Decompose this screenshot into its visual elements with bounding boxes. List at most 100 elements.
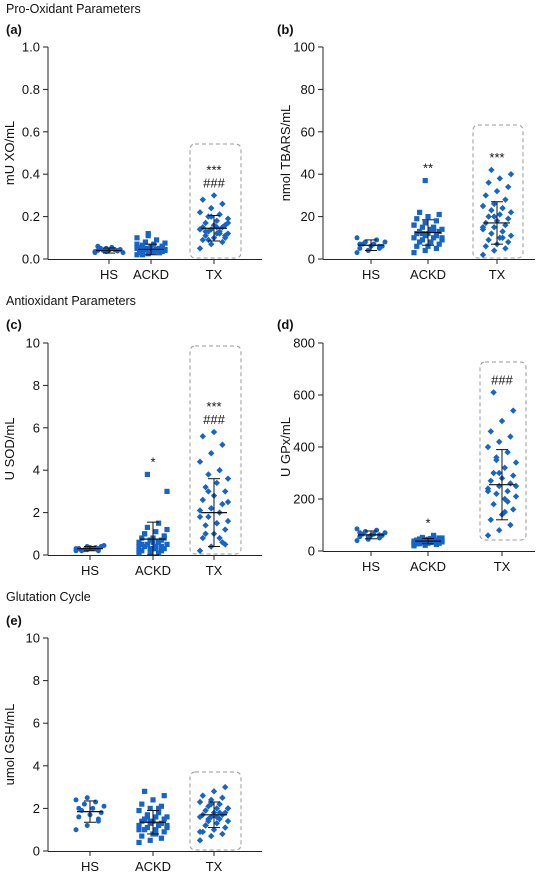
data-point [208, 813, 215, 821]
x-tick-label: HS [100, 267, 118, 282]
data-point [428, 226, 434, 232]
data-point [487, 477, 494, 484]
data-point [425, 243, 431, 249]
data-point [208, 832, 215, 840]
data-point [208, 796, 215, 804]
data-point [219, 238, 226, 246]
data-point [150, 797, 156, 803]
data-point [431, 235, 437, 241]
panel-label: (c) [6, 317, 22, 332]
data-point [161, 816, 167, 822]
data-point [496, 438, 503, 445]
data-point [504, 488, 511, 495]
data-point [208, 213, 215, 220]
data-point [205, 817, 212, 825]
data-point [224, 219, 232, 227]
x-tick-label: HS [362, 267, 380, 282]
y-tick-label: 4 [33, 758, 40, 773]
data-point [134, 235, 140, 241]
data-point [139, 541, 145, 547]
data-point [490, 501, 497, 508]
data-point [507, 521, 514, 529]
data-point [158, 548, 164, 554]
data-point [354, 235, 360, 241]
y-tick-label: 0.0 [22, 252, 40, 267]
section-title-glutation: Glutation Cycle [6, 590, 91, 604]
data-point [196, 547, 204, 554]
data-point [156, 250, 162, 256]
data-point [362, 529, 368, 534]
data-point [507, 232, 515, 239]
data-point [417, 239, 423, 245]
data-point [199, 236, 206, 244]
data-point [158, 820, 164, 826]
x-tick-label: ACKD [410, 267, 446, 282]
data-point [485, 213, 492, 220]
data-point [199, 792, 206, 799]
data-point [224, 517, 232, 525]
data-point [147, 550, 153, 556]
data-point [484, 443, 492, 451]
data-point [136, 543, 142, 550]
data-point [196, 245, 204, 252]
highlight-box [189, 345, 242, 555]
data-point [101, 542, 107, 548]
data-point [158, 543, 164, 550]
y-tick-label: 10 [26, 631, 40, 646]
data-point [196, 513, 204, 521]
data-point [224, 215, 232, 222]
data-point [140, 242, 146, 248]
data-point [158, 803, 164, 809]
data-point [411, 250, 417, 256]
data-point [136, 822, 142, 829]
data-point [419, 537, 425, 543]
data-point [164, 541, 170, 547]
data-point [202, 822, 209, 829]
data-point [164, 814, 170, 820]
data-point [436, 228, 442, 235]
data-point [414, 216, 420, 222]
data-point [422, 247, 428, 254]
data-point [417, 209, 423, 215]
y-axis-title: mU XO/mL [2, 121, 17, 185]
y-tick-label: 1.0 [22, 40, 40, 55]
data-point [139, 818, 145, 824]
data-point [196, 209, 204, 216]
y-tick-label: 0.6 [22, 124, 40, 139]
data-point [76, 814, 82, 820]
data-point [73, 797, 79, 803]
x-tick-label: HS [362, 559, 380, 574]
data-point [205, 236, 212, 244]
data-point [144, 814, 150, 820]
significance-marker: * [425, 515, 430, 530]
data-point [354, 250, 360, 256]
data-point [382, 530, 388, 536]
data-point [145, 233, 151, 239]
x-tick-label: HS [81, 563, 99, 578]
data-point [491, 247, 498, 254]
data-point [374, 527, 380, 533]
data-point [196, 458, 204, 465]
data-point [439, 538, 445, 544]
y-tick-label: 20 [301, 209, 315, 224]
data-point [484, 488, 492, 495]
data-point [425, 214, 431, 220]
data-group: * [411, 515, 445, 549]
data-point [222, 232, 229, 239]
data-point [136, 827, 142, 833]
y-axis-title: U GPx/mL [278, 417, 293, 477]
data-point [162, 240, 168, 246]
significance-marker: *** [206, 399, 221, 414]
y-tick-label: 100 [293, 40, 315, 55]
data-point [147, 805, 153, 811]
data-point [205, 488, 212, 495]
data-point [81, 801, 87, 807]
data-point [142, 245, 148, 251]
panel-label: (e) [6, 613, 22, 628]
y-tick-label: 800 [293, 336, 315, 351]
y-tick-label: 80 [301, 82, 315, 97]
data-point [161, 829, 167, 835]
data-point [490, 469, 497, 477]
